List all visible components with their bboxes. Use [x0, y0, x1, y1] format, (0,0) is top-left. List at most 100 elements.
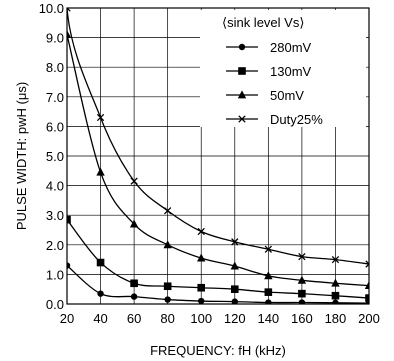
data-point — [298, 299, 306, 304]
series-line — [67, 8, 369, 265]
legend-background — [200, 10, 366, 127]
data-point — [164, 207, 172, 215]
y-tick-label: 6.0 — [46, 119, 64, 134]
legend-label: 280mV — [270, 40, 312, 55]
data-point — [96, 113, 105, 122]
x-marker-stroke — [365, 260, 369, 265]
x-tick-label: 20 — [60, 311, 74, 326]
data-point — [230, 261, 239, 270]
legend-marker — [238, 43, 246, 51]
y-tick-label: 7.0 — [46, 90, 64, 105]
legend-item: Duty25% — [226, 112, 323, 127]
x-marker-stroke — [67, 8, 71, 12]
y-tick-label: 2.0 — [46, 238, 64, 253]
x-marker-stroke — [298, 252, 306, 261]
data-point — [364, 281, 369, 290]
series-130mv — [67, 215, 369, 302]
legend-title: ⟨sink level Vs⟩ — [222, 15, 304, 30]
x-marker-stroke — [238, 115, 246, 123]
data-point — [331, 278, 340, 287]
y-axis-title: PULSE WIDTH: pwH (μs) — [14, 82, 29, 230]
legend-marker — [238, 67, 246, 75]
x-marker-stroke — [331, 255, 340, 264]
data-point — [331, 255, 340, 264]
data-point — [67, 30, 72, 39]
legend-item: 130mV — [226, 64, 312, 79]
data-point — [130, 279, 138, 288]
legend-marker — [237, 90, 247, 99]
x-tick-label: 100 — [190, 311, 212, 326]
data-point — [231, 238, 239, 246]
data-point — [96, 258, 105, 267]
y-tick-label: 1.0 — [46, 267, 64, 282]
data-point — [130, 177, 138, 185]
x-marker-stroke — [130, 177, 138, 185]
series-line — [67, 34, 369, 287]
data-point — [67, 8, 71, 12]
series-50mv — [67, 30, 369, 290]
data-point — [264, 288, 273, 296]
data-point — [231, 298, 238, 304]
data-point — [265, 299, 272, 304]
x-marker-stroke — [264, 245, 272, 253]
series-duty25- — [67, 8, 369, 268]
data-point — [67, 262, 71, 269]
data-point — [298, 252, 306, 261]
series-line — [67, 265, 369, 304]
legend-label: Duty25% — [270, 112, 323, 127]
y-tick-label: 3.0 — [46, 208, 64, 223]
series-280mv — [67, 262, 369, 304]
data-point — [163, 282, 172, 291]
x-tick-labels: 20 40 60 80 100 120 140 160 180 200 — [60, 311, 380, 326]
legend-marker — [238, 115, 246, 123]
plot-frame — [66, 7, 370, 305]
x-tick-label: 120 — [224, 311, 246, 326]
x-tick-label: 80 — [160, 311, 174, 326]
data-point — [298, 289, 306, 298]
y-tick-label: 0.0 — [46, 297, 64, 312]
legend-item: 50mV — [226, 88, 304, 103]
x-tick-label: 140 — [257, 311, 279, 326]
y-tick-label: 8.0 — [46, 60, 64, 75]
data-point — [130, 293, 138, 300]
legend-label: 50mV — [270, 88, 304, 103]
x-marker-stroke — [197, 227, 205, 236]
data-point — [197, 253, 206, 262]
x-marker-stroke — [365, 263, 369, 268]
data-point — [332, 299, 339, 304]
legend-label: 130mV — [270, 64, 312, 79]
y-tick-label: 4.0 — [46, 179, 64, 194]
data-point — [97, 290, 104, 297]
y-tick-label: 10.0 — [39, 1, 64, 16]
data-point — [197, 283, 206, 292]
data-point — [163, 240, 172, 249]
data-point — [365, 260, 369, 268]
data-point — [297, 275, 307, 284]
curves — [67, 8, 369, 304]
x-tick-label: 60 — [127, 311, 141, 326]
x-marker-stroke — [231, 238, 239, 246]
data-point — [264, 245, 272, 253]
data-point — [67, 215, 71, 224]
data-point — [96, 167, 105, 176]
data-point — [230, 285, 239, 293]
y-tick-label: 5.0 — [46, 149, 64, 164]
legend: ⟨sink level Vs⟩ 280mV 130mV 50mV Duty25% — [200, 10, 366, 127]
data-point — [264, 271, 273, 280]
data-point — [198, 297, 205, 304]
x-marker-stroke — [96, 113, 105, 122]
x-marker-stroke — [164, 207, 172, 215]
data-point — [331, 291, 340, 300]
data-point — [129, 219, 139, 228]
x-tick-label: 160 — [291, 311, 313, 326]
legend-item: 280mV — [226, 40, 312, 55]
y-tick-labels: 0.0 1.0 2.0 3.0 4.0 5.0 6.0 7.0 8.0 9.0 10.0 — [39, 1, 64, 312]
x-tick-label: 40 — [93, 311, 107, 326]
series-line — [67, 219, 369, 299]
x-axis-title: FREQUENCY: fH (kHz) — [150, 343, 286, 358]
x-tick-label: 200 — [358, 311, 380, 326]
x-tick-label: 180 — [325, 311, 347, 326]
data-point — [164, 296, 171, 303]
data-point — [365, 294, 369, 302]
